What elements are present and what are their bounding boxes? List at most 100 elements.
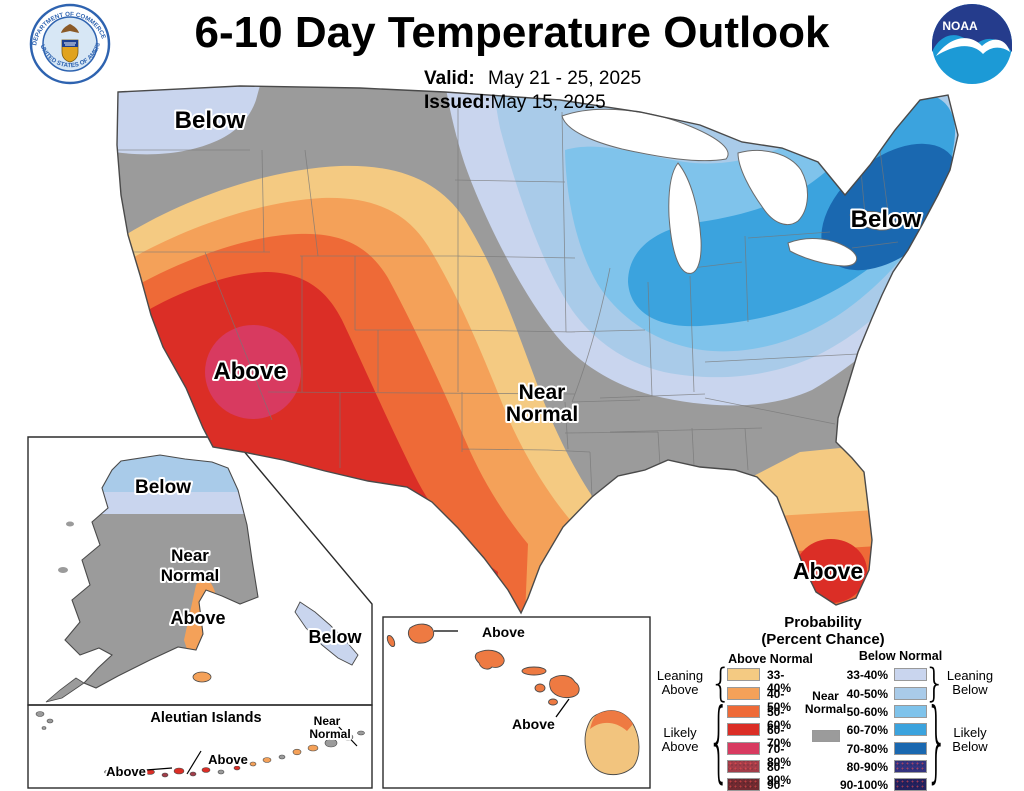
ak-island — [58, 567, 68, 573]
issued-value: May 15, 2025 — [490, 92, 606, 113]
alaska-above-label: Above — [170, 608, 225, 628]
noaa-logo: NOAA — [932, 4, 1012, 84]
range-label: 50-60% — [767, 705, 792, 732]
oahu-island — [474, 649, 505, 670]
aleutian-above-mid-label: Above — [208, 752, 248, 767]
niihau-island — [386, 634, 396, 648]
hawaii-map — [386, 623, 640, 776]
lake-ontario — [849, 211, 897, 231]
swatch-below-90-100 — [894, 778, 927, 791]
likely-above-line1: Likely — [663, 725, 697, 740]
range-label: 40-50% — [846, 687, 888, 701]
range-label: 33-40% — [767, 668, 792, 695]
alaska-inset-box — [27, 436, 373, 706]
doc-shield-chief — [62, 40, 78, 47]
swatch-near-normal — [812, 730, 840, 742]
alaska-below-label: Below — [135, 477, 191, 498]
kauai-island — [407, 623, 435, 644]
range-label: 80-90% — [846, 760, 888, 774]
range-label: 80-90% — [767, 760, 792, 787]
legend-subtitle: (Percent Chance) — [761, 631, 885, 648]
issued-label: Issued: — [424, 92, 491, 113]
aleutian-near-label-2: Normal — [309, 727, 350, 741]
likely-below-brace: } — [926, 690, 948, 791]
swatch-below-50-60 — [894, 705, 927, 718]
doc-eagle — [61, 24, 79, 33]
swatch-above-50-60 — [727, 705, 760, 718]
leaning-above-line2: Above — [661, 681, 699, 697]
valid-value: May 21 - 25, 2025 — [488, 68, 642, 89]
swatch-below-40-50 — [894, 687, 927, 700]
conus-outline — [116, 85, 959, 615]
likely-below-line1: Likely — [953, 725, 987, 740]
near-normal-label-1: Near — [519, 381, 566, 404]
legend-near-normal-label: Near Normal — [798, 690, 853, 715]
page-title: 6-10 Day Temperature Outlook — [194, 8, 830, 57]
big-island-north — [590, 710, 633, 731]
molokai-island — [521, 666, 547, 676]
valid-line: Valid: May 21 - 25, 2025 — [424, 67, 641, 91]
noaa-wordmark: NOAA — [942, 19, 978, 33]
range-label: 90-100% — [839, 778, 888, 791]
ne-below-label: Below — [851, 206, 922, 233]
likely-below-line2: Below — [952, 738, 988, 754]
aleutian-map — [35, 711, 365, 778]
aleutian-pointer-right — [337, 725, 358, 747]
issued-line: Issued:May 15, 2025 — [424, 91, 641, 115]
fl-above-label: Above — [793, 558, 863, 584]
aleutian-pointer-left — [145, 767, 173, 771]
range-label: 60-70% — [846, 723, 888, 737]
legend-title: Probability — [784, 614, 862, 631]
alaska-panhandle — [294, 601, 359, 666]
alaska-se-below-label: Below — [308, 627, 362, 647]
swatch-above-60-70 — [727, 723, 760, 736]
aleutian-inset-box — [27, 704, 373, 789]
swatch-above-80-90 — [727, 760, 760, 773]
leaning-below-brace: } — [924, 661, 946, 707]
above-normal-header: Above Normal — [728, 652, 813, 666]
aleutian-pointer-mid — [186, 750, 202, 775]
range-label: 33-40% — [846, 668, 888, 682]
lanai-island — [534, 683, 546, 693]
aleutian-above-left-label: Above — [106, 764, 146, 779]
swatch-above-90-100 — [727, 778, 760, 791]
noaa-gull-icon — [936, 38, 1010, 56]
swatch-below-33-40 — [894, 668, 927, 681]
legend-near-line1: Near — [812, 689, 839, 703]
probability-legend: Probability (Percent Chance) Above Norma… — [648, 612, 1024, 791]
leaning-above-label: Leaning Above — [650, 669, 710, 696]
likely-below-label: Likely Below — [940, 726, 1000, 753]
legend-near-line2: Normal — [804, 701, 847, 716]
swatch-below-60-70 — [894, 723, 927, 736]
swatch-above-40-50 — [727, 687, 760, 700]
noaa-dark-field — [932, 4, 1012, 52]
range-label: 70-80% — [846, 742, 888, 756]
swatch-below-80-90 — [894, 760, 927, 773]
wa-below-label: Below — [175, 107, 246, 134]
range-label: 90-100% — [767, 778, 785, 791]
range-label: 60-70% — [767, 723, 792, 750]
ak-island — [66, 521, 74, 527]
likely-above-line2: Above — [661, 738, 699, 754]
leaning-below-label: Leaning Below — [940, 669, 1000, 696]
range-label: 50-60% — [846, 705, 888, 719]
kahoolawe-island — [548, 698, 558, 706]
hawaii-above-maui-label: Above — [512, 716, 555, 732]
hawaii-inset-box — [382, 616, 651, 789]
alaska-below-33-40 — [85, 492, 258, 514]
valid-label: Valid: — [424, 68, 475, 89]
alaska-map: Below Near Normal Above Below — [45, 454, 364, 703]
lake-huron — [737, 149, 808, 225]
leaning-below-line1: Leaning — [946, 668, 994, 683]
state-lines — [118, 108, 899, 498]
aleutian-near-label-1: Near — [314, 714, 341, 728]
leaning-above-brace: { — [710, 661, 732, 707]
hawaii-above-nw-label: Above — [482, 624, 525, 640]
below-normal-header: Below Normal — [858, 649, 943, 663]
leaning-above-line1: Leaning — [656, 668, 704, 683]
alaska-near-label-2: Normal — [161, 566, 220, 585]
range-label: 40-50% — [767, 687, 792, 714]
maui-island — [549, 675, 580, 699]
